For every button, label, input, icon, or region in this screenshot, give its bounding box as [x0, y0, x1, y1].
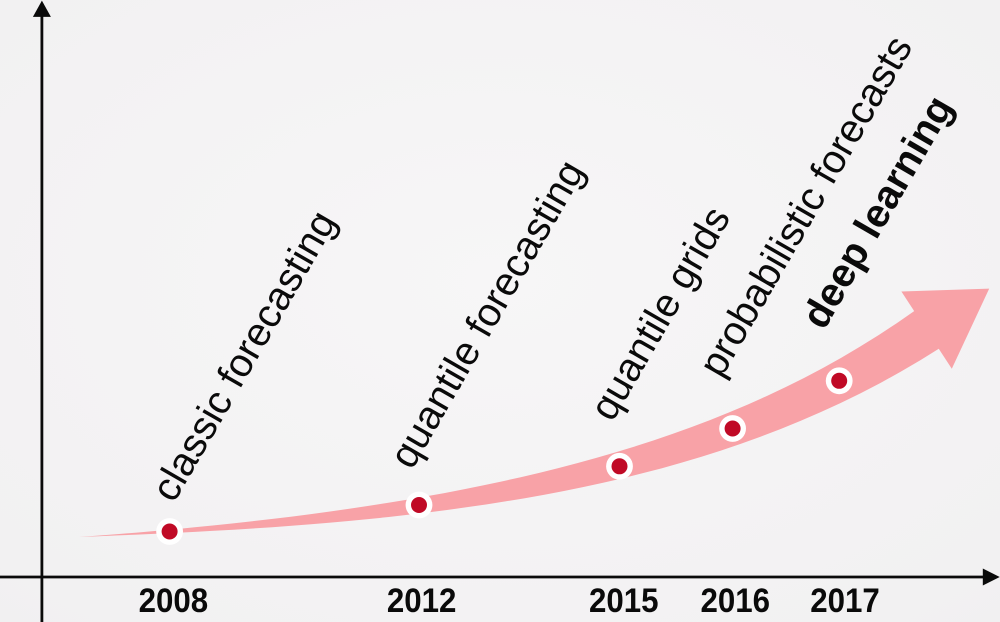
- svg-text:2017: 2017: [810, 581, 880, 620]
- svg-text:2016: 2016: [701, 581, 771, 620]
- svg-text:2008: 2008: [139, 581, 209, 620]
- svg-text:quantile forecasting: quantile forecasting: [382, 153, 594, 475]
- svg-text:quantile grids: quantile grids: [582, 199, 739, 427]
- svg-text:2015: 2015: [589, 581, 659, 620]
- svg-text:classic forecasting: classic forecasting: [143, 203, 345, 508]
- svg-text:2012: 2012: [387, 581, 457, 620]
